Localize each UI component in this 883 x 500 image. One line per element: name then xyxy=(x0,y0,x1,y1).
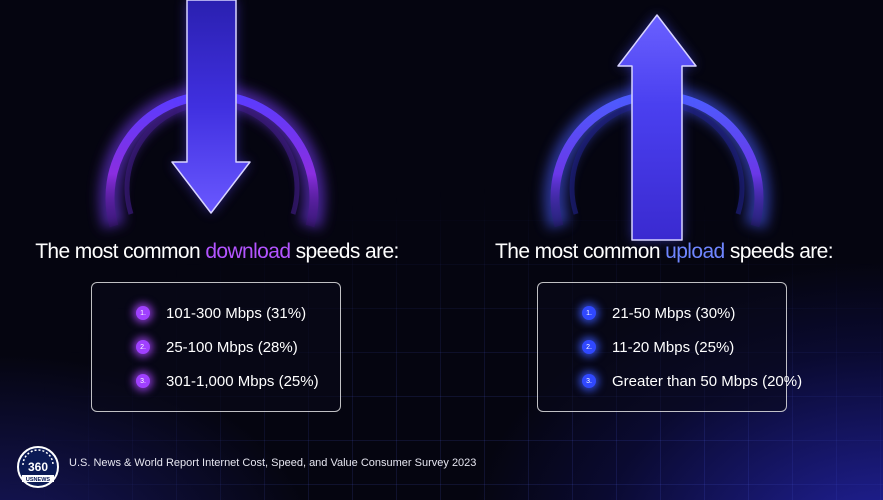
upload-heading: The most common upload speeds are: xyxy=(495,240,834,263)
number-badge: 3. xyxy=(136,374,150,388)
number-badge: 2. xyxy=(136,340,150,354)
list-item: 1. 101-300 Mbps (31%) xyxy=(136,302,306,324)
list-item-label: 21-50 Mbps (30%) xyxy=(612,304,736,322)
list-item: 3. Greater than 50 Mbps (20%) xyxy=(582,370,802,392)
number-badge: 2. xyxy=(582,340,596,354)
logo-brand: USNEWS xyxy=(26,477,50,483)
upload-speeds-panel: 1. 21-50 Mbps (30%) 2. 11-20 Mbps (25%) … xyxy=(537,282,802,412)
download-highlight: download xyxy=(205,240,291,263)
upload-highlight: upload xyxy=(665,240,725,263)
number-badge: 3. xyxy=(582,374,596,388)
source-citation: U.S. News & World Report Internet Cost, … xyxy=(69,457,477,469)
list-item: 2. 11-20 Mbps (25%) xyxy=(582,336,734,358)
list-item: 3. 301-1,000 Mbps (25%) xyxy=(136,370,319,392)
list-item-label: 301-1,000 Mbps (25%) xyxy=(166,372,319,390)
download-speeds-panel: 1. 101-300 Mbps (31%) 2. 25-100 Mbps (28… xyxy=(91,282,341,412)
list-item-label: 101-300 Mbps (31%) xyxy=(166,304,307,322)
arrow-down-icon xyxy=(171,0,251,214)
list-item-label: Greater than 50 Mbps (20%) xyxy=(612,372,803,390)
list-item: 2. 25-100 Mbps (28%) xyxy=(136,336,298,358)
us-news-360-logo: 360 USNEWS xyxy=(17,446,59,488)
number-badge: 1. xyxy=(136,306,150,320)
list-item: 1. 21-50 Mbps (30%) xyxy=(582,302,735,324)
number-badge: 1. xyxy=(582,306,596,320)
logo-number: 360 xyxy=(28,460,48,474)
list-item-label: 11-20 Mbps (25%) xyxy=(612,338,735,356)
download-heading: The most common download speeds are: xyxy=(35,240,399,263)
list-item-label: 25-100 Mbps (28%) xyxy=(166,338,298,356)
arrow-up-icon xyxy=(617,14,697,241)
